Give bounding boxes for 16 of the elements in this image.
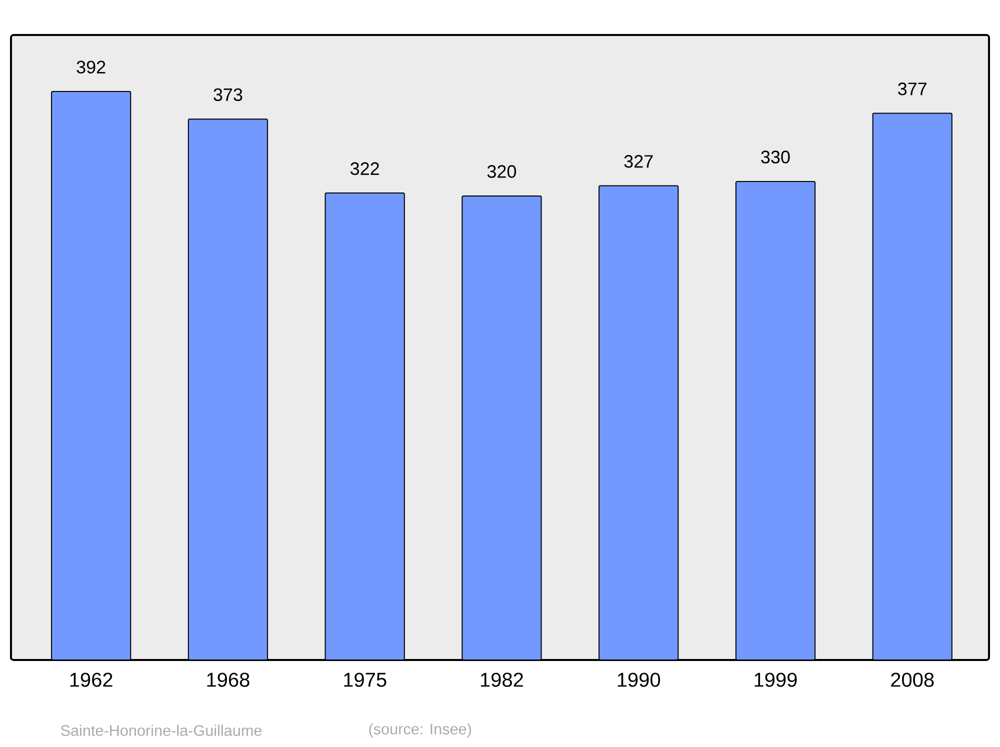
data-label: 392 — [76, 60, 106, 74]
text: (source: Insee) — [369, 723, 471, 738]
x-tick-label: 1975 — [344, 672, 386, 687]
x-tick-label: 2008 — [891, 672, 934, 687]
x-tick-label: 1990 — [618, 672, 660, 687]
x-tick-label: 1982 — [481, 672, 523, 687]
data-label: 322 — [350, 162, 379, 176]
text: Sainte-Honorine-la-Guillaume — [60, 724, 262, 736]
data-label: 320 — [487, 165, 516, 178]
x-tick-label: 1999 — [754, 672, 797, 687]
x-tick-label: 1968 — [207, 672, 250, 687]
data-label: 327 — [624, 155, 653, 168]
data-label: 373 — [214, 88, 242, 102]
data-label: 377 — [898, 82, 926, 96]
x-tick-label: 1962 — [70, 672, 112, 687]
data-label: 330 — [761, 150, 790, 164]
